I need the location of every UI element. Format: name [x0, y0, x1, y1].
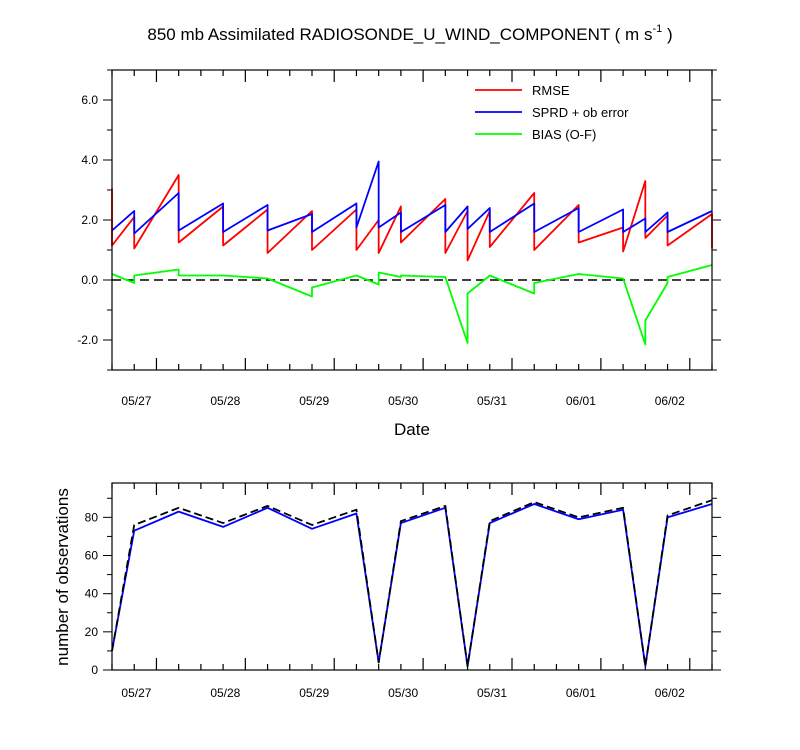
x-tick-label: 06/01 — [566, 394, 596, 408]
top-plot-frame — [111, 69, 713, 371]
bottom-y-tick-labels: 0 20 40 60 80 — [85, 510, 99, 677]
x-axis-label: Date — [394, 420, 430, 439]
series-line-bias-o-f — [111, 264, 713, 346]
legend-entry: BIAS (O-F) — [532, 127, 596, 142]
x-tick-label: 05/30 — [388, 686, 418, 700]
chart-title: 850 mb Assimilated RADIOSONDE_U_WIND_COM… — [147, 23, 672, 44]
legend-entry: RMSE — [532, 83, 570, 98]
x-tick-label: 05/28 — [210, 686, 240, 700]
y-tick-label: 6.0 — [81, 93, 98, 107]
x-tick-label: 06/01 — [566, 686, 596, 700]
y-tick-label: 20 — [85, 625, 99, 639]
y-tick-label: 80 — [85, 510, 99, 524]
y-tick-label: 4.0 — [81, 153, 98, 167]
series-line-rmse — [111, 174, 713, 262]
top-series-group — [111, 160, 713, 346]
legend: RMSE SPRD + ob error BIAS (O-F) — [475, 83, 629, 142]
y-tick-label: 2.0 — [81, 213, 98, 227]
x-tick-label: 05/31 — [477, 686, 507, 700]
y-axis-label: number of observations — [53, 488, 72, 666]
x-tick-label: 05/27 — [121, 394, 151, 408]
bottom-series-group — [111, 499, 713, 668]
series-line-observations-possible — [111, 499, 713, 668]
y-tick-label: 40 — [85, 587, 99, 601]
x-tick-label: 05/31 — [477, 394, 507, 408]
top-panel: -2.00.02.04.06.0 05/27 05/28 05/29 05/30 05/… — [77, 69, 721, 439]
title-units-exponent: -1 — [652, 23, 662, 35]
y-tick-label: -2.0 — [77, 333, 98, 347]
x-tick-label: 05/30 — [388, 394, 418, 408]
x-tick-label: 06/02 — [655, 394, 685, 408]
bottom-plot-frame — [111, 482, 713, 671]
top-y-tick-labels: -2.0 0.0 2.0 4.0 6.0 — [77, 93, 98, 347]
series-line-observations-used — [111, 503, 713, 668]
bottom-panel-ticks — [103, 483, 721, 671]
legend-entry: SPRD + ob error — [532, 105, 629, 120]
y-tick-label: 60 — [85, 549, 99, 563]
series-line-sprd-ob-error — [111, 160, 713, 235]
x-tick-label: 05/29 — [299, 686, 329, 700]
x-tick-label: 05/28 — [210, 394, 240, 408]
top-x-tick-labels: 05/27 05/28 05/29 05/30 05/31 06/01 06/02 — [121, 394, 685, 408]
y-tick-label: 0 — [91, 663, 98, 677]
x-tick-label: 06/02 — [655, 686, 685, 700]
bottom-x-tick-labels: 05/27 05/28 05/29 05/30 05/31 06/01 06/02 — [121, 686, 685, 700]
x-tick-label: 05/29 — [299, 394, 329, 408]
y-tick-label: 0.0 — [81, 273, 98, 287]
x-tick-label: 05/27 — [121, 686, 151, 700]
bottom-panel: 0 20 40 60 80 05/27 05/28 05/29 05/30 05/31 06/01… — [53, 482, 721, 700]
